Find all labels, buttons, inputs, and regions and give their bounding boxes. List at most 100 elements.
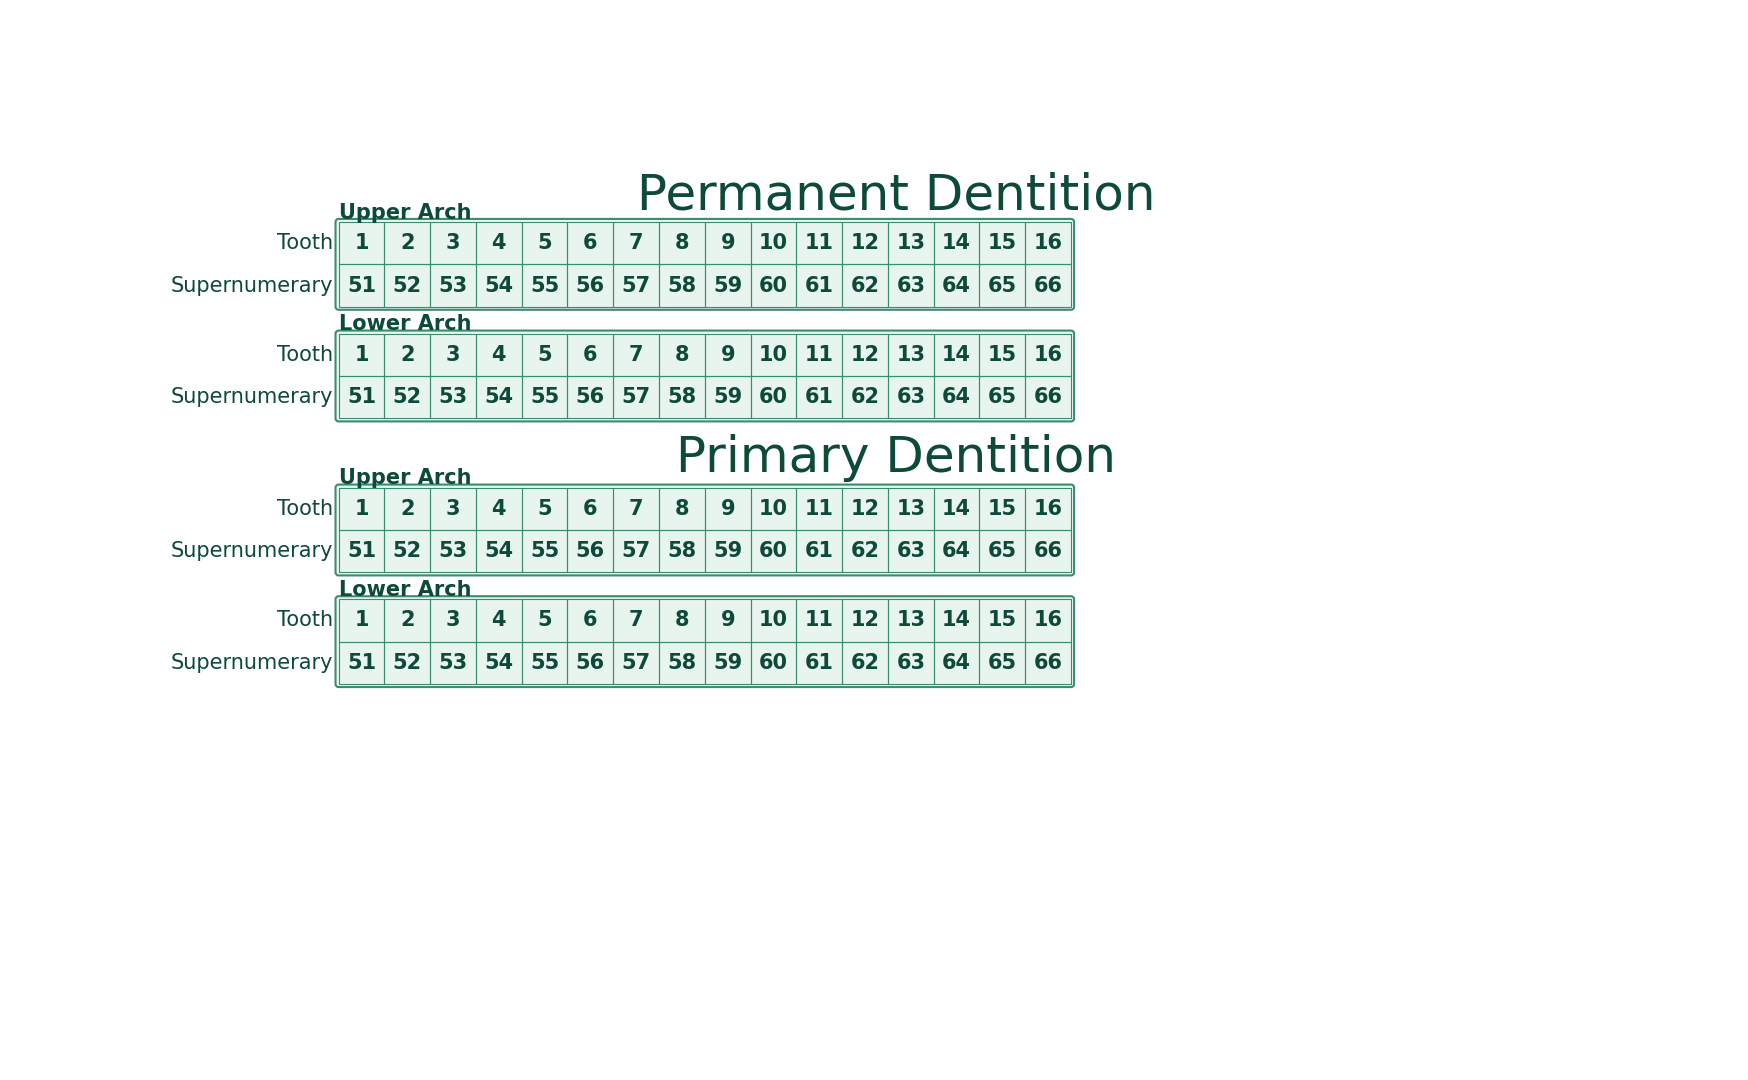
Bar — [385, 334, 430, 376]
Text: 1: 1 — [355, 610, 369, 631]
Text: 6: 6 — [584, 345, 598, 365]
Bar — [750, 530, 797, 572]
Bar — [843, 334, 888, 376]
Text: 9: 9 — [720, 499, 734, 518]
Bar — [797, 265, 843, 307]
Text: 16: 16 — [1033, 499, 1063, 518]
Text: Tooth: Tooth — [278, 499, 334, 518]
Text: 9: 9 — [720, 610, 734, 631]
Text: 54: 54 — [484, 387, 514, 407]
Bar — [888, 599, 933, 642]
Bar — [614, 530, 659, 572]
Text: 6: 6 — [584, 233, 598, 253]
Text: 10: 10 — [759, 499, 788, 518]
Text: 66: 66 — [1033, 541, 1063, 562]
Bar — [475, 222, 521, 265]
Text: 61: 61 — [804, 652, 834, 673]
Text: 64: 64 — [942, 387, 972, 407]
Text: 11: 11 — [804, 345, 834, 365]
Bar — [659, 488, 704, 530]
Text: 53: 53 — [439, 652, 468, 673]
Bar — [521, 376, 568, 418]
Text: 54: 54 — [484, 275, 514, 296]
Bar — [843, 222, 888, 265]
Bar — [1026, 530, 1072, 572]
Bar — [888, 265, 933, 307]
Text: 59: 59 — [713, 387, 743, 407]
Bar — [1026, 642, 1072, 684]
Bar — [614, 642, 659, 684]
Text: 57: 57 — [622, 652, 650, 673]
Text: 51: 51 — [346, 275, 376, 296]
Bar — [888, 334, 933, 376]
Text: 15: 15 — [988, 610, 1017, 631]
Text: Tooth: Tooth — [278, 345, 334, 365]
Text: 15: 15 — [988, 233, 1017, 253]
Bar — [339, 599, 385, 642]
Text: 55: 55 — [530, 541, 559, 562]
Bar — [797, 222, 843, 265]
Text: 7: 7 — [629, 499, 643, 518]
Bar — [385, 599, 430, 642]
Text: 16: 16 — [1033, 345, 1063, 365]
Text: 9: 9 — [720, 345, 734, 365]
Bar — [339, 334, 385, 376]
Bar — [843, 642, 888, 684]
Text: 60: 60 — [759, 275, 788, 296]
Text: 53: 53 — [439, 387, 468, 407]
Text: 3: 3 — [446, 345, 460, 365]
Bar — [750, 599, 797, 642]
Text: 6: 6 — [584, 610, 598, 631]
Bar — [888, 488, 933, 530]
Bar — [568, 265, 614, 307]
Bar — [750, 488, 797, 530]
Text: 8: 8 — [675, 233, 689, 253]
Text: 52: 52 — [393, 652, 421, 673]
Text: 65: 65 — [988, 541, 1017, 562]
Bar — [614, 376, 659, 418]
Text: 5: 5 — [537, 610, 552, 631]
Text: 13: 13 — [897, 610, 925, 631]
Bar — [475, 334, 521, 376]
Text: 16: 16 — [1033, 610, 1063, 631]
Bar — [888, 222, 933, 265]
Text: 62: 62 — [851, 652, 879, 673]
FancyBboxPatch shape — [336, 330, 1073, 421]
Bar — [568, 642, 614, 684]
Text: Lower Arch: Lower Arch — [339, 314, 472, 335]
Bar — [979, 642, 1026, 684]
Text: 11: 11 — [804, 499, 834, 518]
Bar — [888, 376, 933, 418]
Bar — [521, 488, 568, 530]
Text: 66: 66 — [1033, 652, 1063, 673]
Bar — [933, 488, 979, 530]
Text: 59: 59 — [713, 275, 743, 296]
Text: Permanent Dentition: Permanent Dentition — [636, 172, 1155, 220]
Text: 56: 56 — [575, 387, 605, 407]
Text: 54: 54 — [484, 652, 514, 673]
Bar — [339, 488, 385, 530]
Bar — [704, 599, 750, 642]
Text: 8: 8 — [675, 610, 689, 631]
Bar — [979, 530, 1026, 572]
Text: 63: 63 — [897, 275, 925, 296]
Bar — [1026, 376, 1072, 418]
Text: 63: 63 — [897, 387, 925, 407]
Text: 60: 60 — [759, 652, 788, 673]
Text: 65: 65 — [988, 275, 1017, 296]
Bar — [385, 642, 430, 684]
Text: 12: 12 — [851, 499, 879, 518]
Text: 60: 60 — [759, 541, 788, 562]
Bar — [704, 488, 750, 530]
Text: 63: 63 — [897, 652, 925, 673]
Bar — [475, 599, 521, 642]
Text: 66: 66 — [1033, 387, 1063, 407]
Bar — [933, 265, 979, 307]
Bar — [659, 334, 704, 376]
Text: 65: 65 — [988, 387, 1017, 407]
Bar — [475, 642, 521, 684]
Text: 55: 55 — [530, 652, 559, 673]
Text: 62: 62 — [851, 541, 879, 562]
Text: 7: 7 — [629, 233, 643, 253]
Text: 64: 64 — [942, 652, 972, 673]
